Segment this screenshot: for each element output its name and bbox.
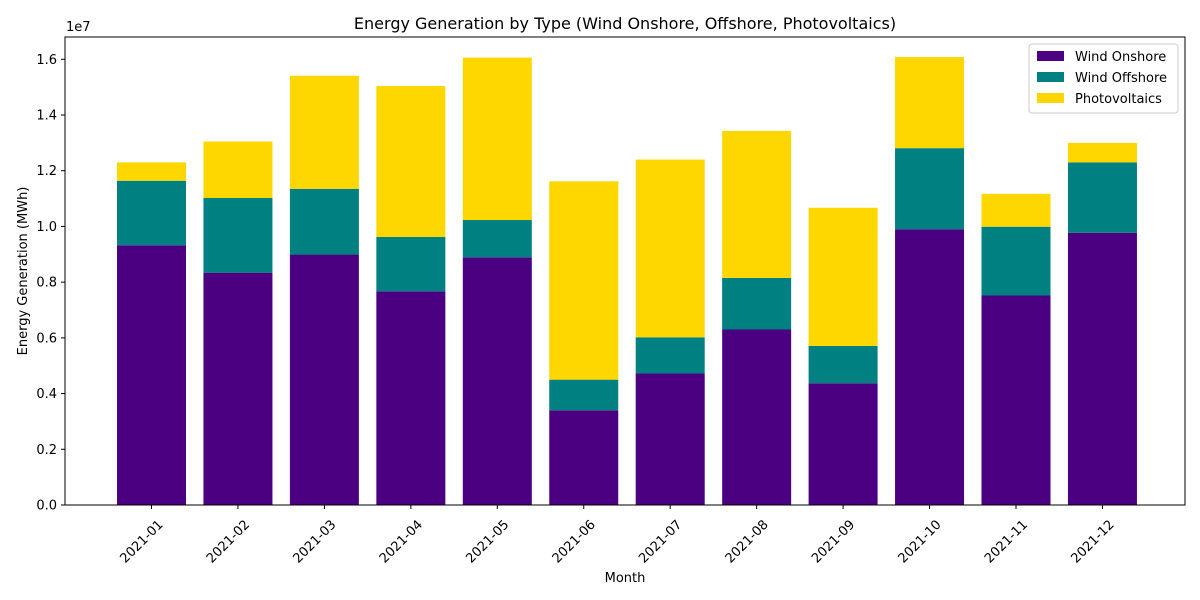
legend-label-photovoltaics: Photovoltaics [1075,92,1162,107]
bar-photovoltaics-2021-08 [722,130,792,278]
bar-wind-offshore-2021-04 [376,237,446,292]
bar-wind-onshore-2021-05 [462,257,532,505]
bar-wind-onshore-2021-09 [808,383,878,505]
bar-wind-offshore-2021-01 [117,180,186,246]
bar-wind-offshore-2021-05 [462,220,532,258]
bar-wind-offshore-2021-03 [289,188,359,255]
y-tick-label: 1.6 [36,53,57,68]
legend-swatch-wind-onshore [1037,51,1064,61]
bar-wind-onshore-2021-04 [376,291,446,505]
bar-wind-onshore-2021-03 [289,254,359,505]
bar-wind-offshore-2021-02 [203,198,273,273]
legend-label-wind-offshore: Wind Offshore [1075,71,1167,86]
y-tick-label: 0.8 [36,276,57,291]
bar-wind-onshore-2021-11 [981,295,1051,505]
bar-photovoltaics-2021-03 [289,75,359,189]
bar-wind-onshore-2021-01 [117,245,186,505]
legend-swatch-photovoltaics [1037,93,1064,103]
y-tick-label: 1.0 [36,220,57,235]
y-tick-label: 0.2 [36,443,57,458]
bar-wind-onshore-2021-08 [722,329,792,505]
plot-area-frame [64,36,1186,506]
bar-photovoltaics-2021-11 [981,193,1051,227]
bar-wind-offshore-2021-09 [808,345,878,384]
bar-wind-offshore-2021-06 [549,379,619,411]
bar-photovoltaics-2021-06 [549,181,619,380]
y-tick-label: 0.4 [36,387,57,402]
legend: Wind Onshore Wind Offshore Photovoltaics [1028,43,1179,114]
legend-swatch-wind-offshore [1037,72,1064,82]
bar-photovoltaics-2021-05 [462,57,532,221]
legend-frame [1028,43,1179,114]
x-axis-title: Month [605,571,646,586]
bar-wind-offshore-2021-11 [981,226,1051,296]
bar-photovoltaics-2021-10 [895,57,965,149]
bar-wind-onshore-2021-10 [895,229,965,505]
bar-wind-onshore-2021-07 [635,373,705,505]
bar-photovoltaics-2021-09 [808,207,878,346]
bar-wind-offshore-2021-07 [635,337,705,374]
chart-title: Energy Generation by Type (Wind Onshore,… [354,14,896,33]
legend-label-wind-onshore: Wind Onshore [1075,50,1166,65]
y-tick-label: 0.6 [36,331,57,346]
bar-photovoltaics-2021-07 [635,159,705,338]
y-tick-label: 1.2 [36,164,57,179]
bar-wind-offshore-2021-08 [722,277,792,330]
bar-wind-onshore-2021-06 [549,410,619,505]
bar-photovoltaics-2021-04 [376,86,446,238]
y-axis-offset-label: 1e7 [66,20,91,35]
bar-wind-offshore-2021-12 [1067,162,1137,233]
bar-photovoltaics-2021-12 [1067,142,1137,163]
bar-photovoltaics-2021-01 [117,162,186,181]
bar-wind-onshore-2021-12 [1067,232,1137,505]
bar-wind-onshore-2021-02 [203,272,273,505]
bar-photovoltaics-2021-02 [203,141,273,199]
bars-group [117,57,1137,505]
y-axis-ticks: 0.0 0.2 0.4 0.6 0.8 1.0 1.2 1.4 1.6 [36,53,65,514]
bar-wind-offshore-2021-10 [895,148,965,230]
y-tick-label: 1.4 [36,109,57,124]
y-tick-label: 0.0 [36,499,57,514]
y-axis-title: Energy Generation (MWh) [16,187,31,356]
